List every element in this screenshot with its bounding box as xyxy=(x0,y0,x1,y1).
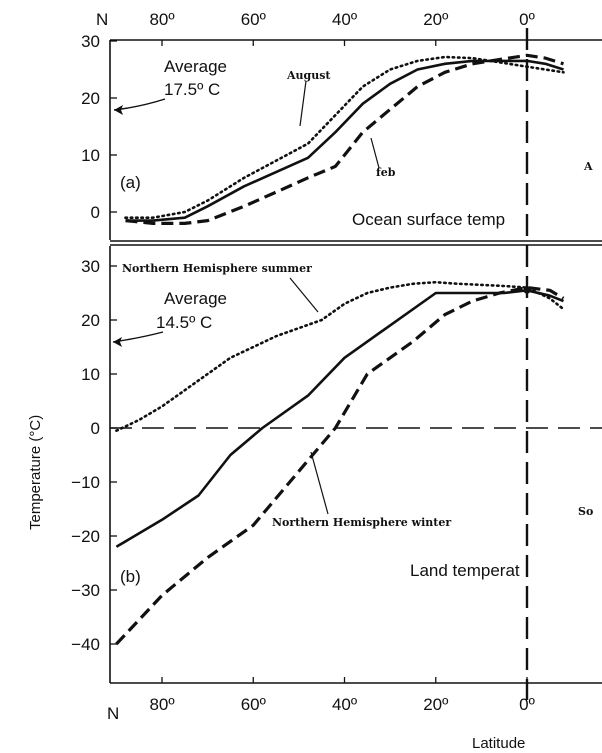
winter-leader xyxy=(310,451,329,515)
panel-a-solid-series-line xyxy=(125,59,564,222)
panel-b-summer-label: Northern Hemisphere summer xyxy=(122,262,312,275)
panel-a-y-tick-label: 20 xyxy=(81,89,100,108)
bottom-corner-label: N xyxy=(107,704,119,723)
panel-b-y-tick-label: −10 xyxy=(71,473,100,492)
panel-b-clipped-label: So xyxy=(578,505,593,518)
top-x-tick-label: 60º xyxy=(241,10,266,29)
bottom-x-tick-labels: 80º 60º 40º 20º 0º xyxy=(149,695,534,714)
top-corner-label: N xyxy=(96,10,108,29)
series-layer xyxy=(115,53,565,646)
panel-a-label: (a) xyxy=(120,173,141,192)
panel-b-y-tick-label: 20 xyxy=(81,311,100,330)
panel-a-y-tick-label: 30 xyxy=(81,32,100,51)
bottom-x-tick-label: 20º xyxy=(423,695,448,714)
top-x-tick-labels: 80º 60º 40º 20º 0º xyxy=(149,10,534,29)
summer-leader xyxy=(289,277,319,313)
panel-b-y-tick-label: 30 xyxy=(81,257,100,276)
panel-a-average-value: 17.5º C xyxy=(164,80,220,99)
top-x-tick-label: 20º xyxy=(423,10,448,29)
top-x-tick-label: 0º xyxy=(519,10,535,29)
panel-b-y-tick-label: −30 xyxy=(71,581,100,600)
panel-b-y-tick-labels: 30 20 10 0 −10 −20 −30 −40 xyxy=(71,257,100,654)
top-x-tick-label: 80º xyxy=(149,10,174,29)
panel-a-feb-label: feb xyxy=(376,166,396,179)
august-leader xyxy=(299,80,307,127)
panel-b-dashed-series-line xyxy=(115,286,565,646)
panel-a-dashed-series-line xyxy=(125,53,564,225)
x-axis-label: Latitude xyxy=(472,735,525,752)
bottom-x-tick-label: 40º xyxy=(332,695,357,714)
equator-convergence-point xyxy=(523,286,531,294)
panel-a-clipped-label: A xyxy=(583,160,593,173)
panel-b-label: (b) xyxy=(120,567,141,586)
panel-a-y-tick-labels: 0 10 20 30 xyxy=(81,32,100,222)
panel-b-average-label: Average xyxy=(164,289,227,308)
panel-b-winter-label: Northern Hemisphere winter xyxy=(272,516,451,529)
plot-frame xyxy=(109,28,602,700)
panel-b-y-tick-label: 10 xyxy=(81,365,100,384)
panel-b-average-value: 14.5º C xyxy=(156,313,212,332)
panel-b-average-arrow-head xyxy=(113,337,122,347)
bottom-x-tick-label: 80º xyxy=(149,695,174,714)
panel-a-average-arrow-head xyxy=(114,105,123,115)
panel-b-dotted-series-line xyxy=(115,280,565,433)
bottom-x-tick-label: 60º xyxy=(241,695,266,714)
top-x-tick-label: 40º xyxy=(332,10,357,29)
panel-b-solid-series-line xyxy=(115,288,564,548)
panel-a-average-label: Average xyxy=(164,57,227,76)
panel-a-dotted-series-line xyxy=(124,55,565,219)
panel-a-y-tick-label: 0 xyxy=(91,203,100,222)
annotation-arrows xyxy=(112,80,380,515)
panel-a-title: Ocean surface temp xyxy=(352,210,505,229)
panel-b-y-tick-label: −20 xyxy=(71,527,100,546)
panel-a-august-label: August xyxy=(286,69,331,82)
bottom-x-tick-label: 0º xyxy=(519,695,535,714)
panel-b-title: Land temperat xyxy=(410,561,520,580)
y-axis-label: Temperature (°C) xyxy=(27,415,44,530)
panel-b-y-tick-label: −40 xyxy=(71,635,100,654)
panel-b-y-tick-label: 0 xyxy=(91,419,100,438)
panel-a-y-tick-label: 10 xyxy=(81,146,100,165)
feb-leader xyxy=(370,137,380,169)
